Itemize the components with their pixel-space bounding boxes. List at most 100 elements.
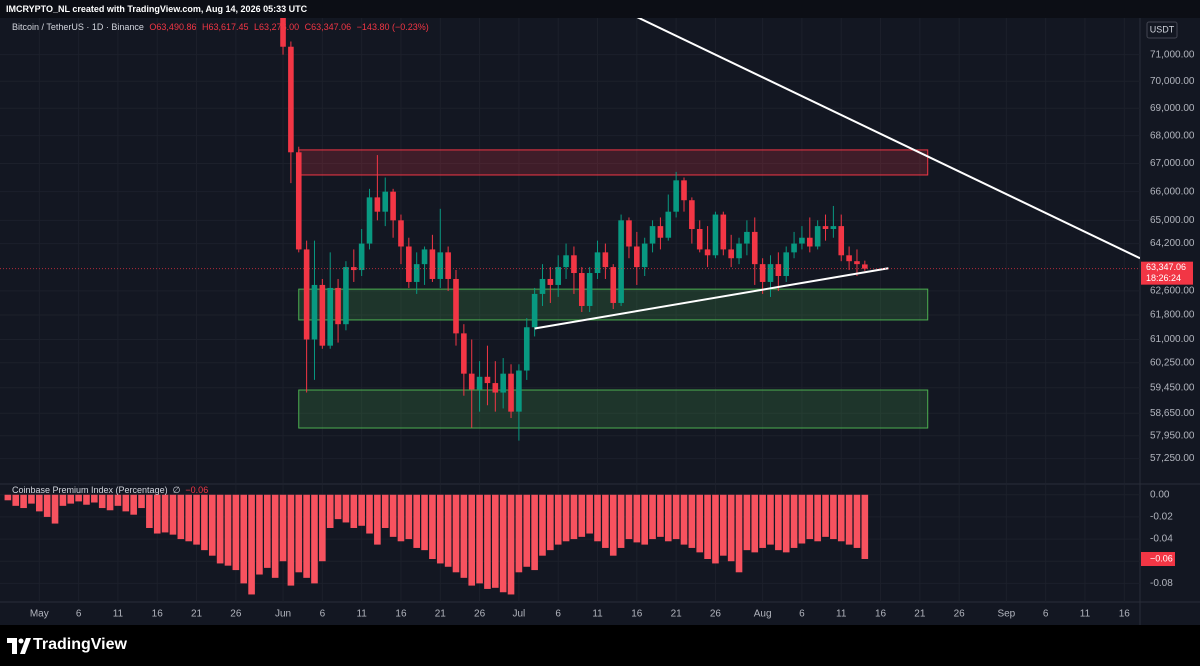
premium-bar bbox=[59, 494, 67, 506]
x-tick-label: 11 bbox=[356, 609, 367, 620]
y-tick-label: 58,650.00 bbox=[1150, 408, 1195, 419]
premium-bar bbox=[20, 494, 27, 509]
candle-body bbox=[358, 243, 365, 271]
candle-body bbox=[563, 255, 569, 268]
candle-body bbox=[681, 180, 687, 201]
premium-bar bbox=[861, 494, 869, 560]
countdown: 18:26:24 bbox=[1146, 273, 1181, 283]
premium-bar bbox=[122, 494, 130, 512]
y-tick-label: 61,000.00 bbox=[1150, 334, 1195, 345]
candle-body bbox=[799, 237, 805, 244]
y-tick-label: 59,450.00 bbox=[1150, 382, 1195, 393]
candle-body bbox=[366, 197, 373, 244]
premium-bar bbox=[845, 494, 853, 545]
candle-body bbox=[634, 246, 640, 268]
premium-bar bbox=[837, 494, 845, 542]
premium-bar bbox=[720, 494, 727, 556]
premium-bar bbox=[319, 494, 326, 562]
premium-bar bbox=[484, 494, 491, 589]
candle-body bbox=[492, 383, 499, 393]
logo bbox=[7, 638, 31, 654]
candle-body bbox=[822, 226, 829, 230]
y-tick-label: 68,000.00 bbox=[1150, 130, 1195, 141]
candle-body bbox=[406, 246, 412, 282]
y-tick-label: 70,000.00 bbox=[1150, 76, 1195, 87]
y-tick-label: 60,250.00 bbox=[1150, 357, 1195, 368]
premium-bar bbox=[201, 494, 208, 551]
y-tick-label: -0.08 bbox=[1150, 578, 1173, 589]
candle-body bbox=[555, 267, 562, 285]
premium-bar bbox=[208, 494, 216, 556]
candle-body bbox=[712, 214, 719, 256]
premium-bar bbox=[264, 494, 271, 568]
y-tick-label: -0.02 bbox=[1150, 512, 1173, 523]
x-tick-label: 16 bbox=[395, 609, 407, 620]
premium-bar bbox=[28, 494, 35, 504]
premium-bar bbox=[311, 494, 318, 584]
candle-body bbox=[759, 264, 766, 282]
change: −143.80 (−0.23%) bbox=[356, 22, 429, 32]
candle-body bbox=[744, 231, 750, 244]
y-tick-label: 57,250.00 bbox=[1150, 453, 1195, 464]
candle-body bbox=[618, 220, 624, 303]
candle-body bbox=[578, 273, 585, 306]
premium-bar bbox=[633, 494, 641, 543]
premium-bar bbox=[75, 494, 82, 502]
y-tick-label: 66,000.00 bbox=[1150, 186, 1195, 197]
candle-body bbox=[720, 214, 727, 250]
indicator-value: −0.06 bbox=[185, 485, 208, 495]
premium-bar bbox=[735, 494, 743, 573]
candle-body bbox=[374, 197, 381, 212]
premium-bar bbox=[429, 494, 436, 560]
candle-body bbox=[453, 278, 459, 334]
candle-body bbox=[500, 373, 506, 393]
symbol: Bitcoin / TetherUS · 1D · Binance bbox=[12, 22, 144, 32]
premium-bar bbox=[4, 494, 12, 501]
candle-body bbox=[295, 152, 302, 250]
candle-body bbox=[751, 231, 758, 265]
candle-body bbox=[390, 191, 396, 221]
premium-bar bbox=[256, 494, 263, 575]
premium-bar bbox=[767, 494, 774, 545]
x-tick-label: 26 bbox=[230, 609, 242, 620]
y-tick-label: 69,000.00 bbox=[1150, 103, 1195, 114]
candle-body bbox=[531, 293, 538, 328]
x-tick-label: 21 bbox=[914, 609, 926, 620]
premium-bar bbox=[216, 494, 224, 564]
premium-bar bbox=[578, 494, 586, 537]
x-tick-label: Sep bbox=[997, 609, 1015, 620]
premium-bar bbox=[625, 494, 633, 540]
premium-bar bbox=[98, 494, 106, 509]
premium-bar bbox=[775, 494, 782, 551]
x-tick-label: 16 bbox=[875, 609, 887, 620]
currency-box bbox=[1146, 21, 1178, 39]
candle-body bbox=[814, 226, 821, 247]
last-value-label: −0.06 bbox=[1150, 553, 1173, 563]
symbol-legend: Bitcoin / TetherUS · 1D · Binance O63,49… bbox=[12, 22, 432, 32]
candle-body bbox=[696, 229, 703, 250]
candle-body bbox=[319, 284, 326, 346]
y-tick-label: 0.00 bbox=[1150, 489, 1170, 500]
currency: USDT bbox=[1150, 24, 1175, 34]
premium-bar bbox=[712, 494, 719, 564]
x-tick-label: 11 bbox=[1080, 609, 1091, 620]
last-value-box bbox=[1141, 552, 1175, 567]
x-tick-label: 11 bbox=[592, 609, 603, 620]
premium-bar bbox=[609, 494, 617, 556]
premium-bar bbox=[303, 494, 310, 578]
candle-body bbox=[484, 376, 491, 384]
premium-bar bbox=[36, 494, 43, 512]
premium-bar bbox=[853, 494, 861, 548]
candle-body bbox=[806, 237, 813, 247]
candle-body bbox=[311, 284, 318, 340]
x-tick-label: 16 bbox=[1119, 609, 1131, 620]
candle-body bbox=[327, 287, 334, 346]
premium-bar bbox=[374, 494, 381, 545]
x-tick-label: 11 bbox=[836, 609, 847, 620]
x-tick-label: 6 bbox=[1043, 609, 1049, 620]
premium-bar bbox=[153, 494, 161, 534]
premium-bar bbox=[224, 494, 232, 566]
premium-bar bbox=[523, 494, 531, 567]
x-tick-label: 6 bbox=[555, 609, 561, 620]
premium-bar bbox=[177, 494, 185, 540]
